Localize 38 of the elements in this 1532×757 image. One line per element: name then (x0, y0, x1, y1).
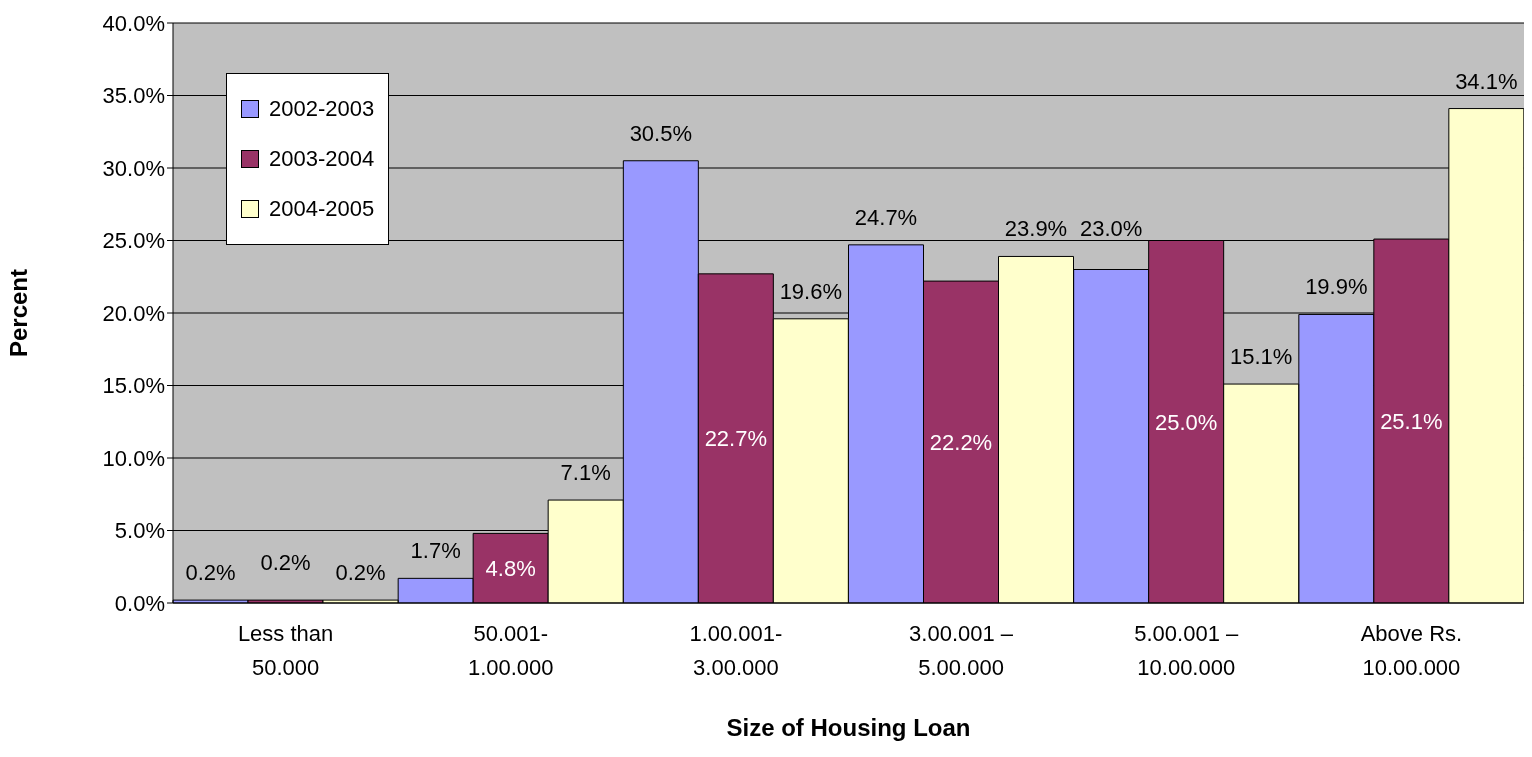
x-tick-label: Less than 50.000 (237, 621, 334, 680)
data-label: 0.2% (185, 560, 236, 586)
x-tick-label: 5.00.001 – 10.00.000 (1134, 621, 1240, 680)
data-label: 4.8% (485, 556, 536, 582)
data-label: 30.5% (629, 120, 693, 146)
data-label: 0.2% (260, 550, 311, 576)
y-tick-label: 25.0% (102, 228, 165, 254)
x-tick-label: 1.00.001- 3.00.000 (689, 621, 783, 680)
data-label: 25.0% (1154, 409, 1218, 435)
legend-label: 2004-2005 (269, 195, 375, 223)
data-label: 19.9% (1305, 274, 1368, 300)
data-label: 19.6% (779, 278, 843, 304)
x-tick-label: 3.00.001 – 5.00.000 (909, 621, 1014, 680)
y-tick-label: 40.0% (102, 10, 165, 36)
data-label: 22.2% (929, 430, 993, 456)
y-tick-label: 5.0% (114, 518, 165, 544)
data-label: 25.1% (1380, 409, 1443, 435)
legend-label: 2003-2004 (269, 145, 375, 173)
data-label: 7.1% (560, 460, 611, 486)
y-tick-label: 35.0% (102, 83, 165, 109)
x-tick-label: 50.001- 1.00.000 (467, 621, 554, 680)
data-label: 1.7% (410, 538, 461, 564)
y-tick-label: 20.0% (102, 300, 165, 326)
data-label: 15.1% (1229, 344, 1293, 370)
x-tick-label: Above Rs. 10.00.000 (1360, 621, 1463, 680)
data-label: 0.2% (335, 560, 386, 586)
x-axis-title: Size of Housing Loan (726, 714, 971, 741)
data-label: 22.7% (704, 426, 768, 452)
data-label: 23.9% (1004, 216, 1068, 242)
data-label: 23.0% (1079, 215, 1143, 241)
y-tick-label: 30.0% (102, 155, 165, 181)
y-tick-label: 0.0% (114, 590, 165, 616)
legend-label: 2002-2003 (269, 95, 375, 123)
y-tick-label: 15.0% (102, 373, 165, 399)
data-label: 34.1% (1455, 68, 1518, 94)
data-label: 24.7% (854, 204, 918, 230)
y-tick-label: 10.0% (102, 445, 165, 471)
y-axis-title: Percent (4, 268, 32, 358)
